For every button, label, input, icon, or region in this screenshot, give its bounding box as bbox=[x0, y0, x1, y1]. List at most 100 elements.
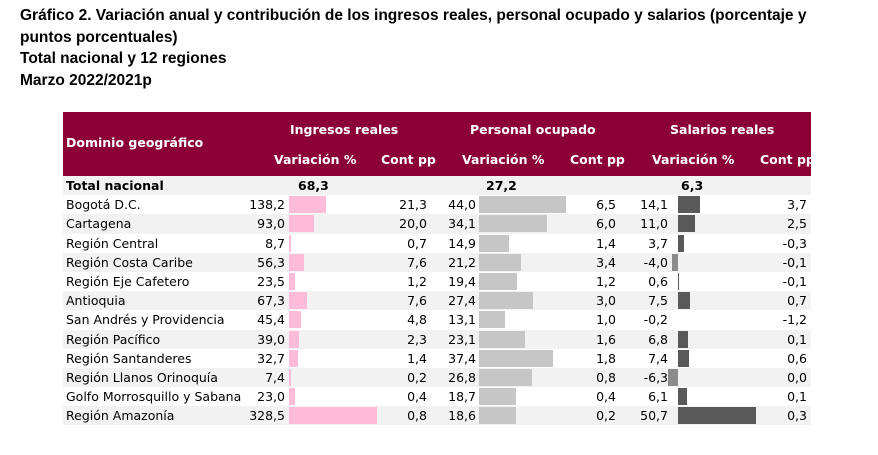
personal-bar bbox=[479, 215, 547, 233]
ingresos-variation: 32,7 bbox=[257, 350, 285, 366]
region-name: San Andrés y Providencia bbox=[66, 312, 225, 328]
header-salarios: Salarios reales bbox=[670, 122, 775, 137]
ingresos-contribution: 2,3 bbox=[407, 331, 427, 347]
ingresos-bar bbox=[289, 368, 291, 386]
ingresos-contribution: 0,8 bbox=[407, 408, 427, 424]
ingresos-variation: 138,2 bbox=[249, 197, 285, 213]
salarios-bar bbox=[678, 215, 695, 233]
table-row: Bogotá D.C. 138,2 21,3 44,0 6,5 14,1 3,7 bbox=[63, 195, 811, 214]
personal-contribution: 6,5 bbox=[596, 197, 616, 213]
region-name: Golfo Morrosquillo y Sabana bbox=[66, 389, 242, 405]
personal-variation: 34,1 bbox=[448, 216, 476, 232]
salarios-bar bbox=[671, 253, 678, 271]
salarios-bar bbox=[668, 368, 678, 386]
personal-contribution: 1,6 bbox=[596, 331, 616, 347]
table-row: Región Eje Cafetero 23,5 1,2 19,4 1,2 0,6 -0,1 bbox=[63, 272, 811, 291]
personal-variation: 13,1 bbox=[448, 312, 476, 328]
ingresos-bar bbox=[289, 349, 298, 367]
salarios-variation: -0,2 bbox=[643, 312, 668, 328]
personal-contribution: 1,4 bbox=[596, 235, 616, 251]
personal-contribution: 0,4 bbox=[596, 389, 616, 405]
personal-variation: 27,4 bbox=[448, 293, 476, 309]
ingresos-variation: 23,5 bbox=[257, 273, 285, 289]
region-name: Región Eje Cafetero bbox=[66, 273, 190, 289]
header-ingresos: Ingresos reales bbox=[290, 122, 399, 137]
salarios-contribution: -0,1 bbox=[782, 254, 807, 270]
salarios-contribution: -1,2 bbox=[782, 312, 807, 328]
ingresos-contribution: 0,4 bbox=[407, 389, 427, 405]
salarios-bar bbox=[678, 196, 700, 214]
total-row: Total nacional 68,3 27,2 6,3 bbox=[63, 176, 811, 196]
header-ing-var: Variación % bbox=[274, 152, 357, 167]
personal-variation: 14,9 bbox=[448, 235, 476, 251]
table-row: Región Llanos Orinoquía 7,4 0,2 26,8 0,8 -6,3… bbox=[63, 367, 811, 388]
ingresos-bar bbox=[289, 234, 292, 252]
personal-bar bbox=[479, 272, 518, 290]
salarios-contribution: -0,3 bbox=[782, 235, 807, 251]
title-line: Gráfico 2. Variación anual y contribució… bbox=[20, 7, 807, 24]
salarios-variation: 6,1 bbox=[648, 389, 668, 405]
header-domain: Dominio geográfico bbox=[66, 135, 204, 150]
table-row: San Andrés y Providencia 45,4 4,8 13,1 1,0 -0… bbox=[63, 310, 811, 329]
ingresos-contribution: 1,4 bbox=[407, 350, 427, 366]
ingresos-contribution: 20,0 bbox=[399, 216, 427, 232]
chart-title: Gráfico 2. Variación anual y contribució… bbox=[20, 5, 870, 91]
header-ing-cont: Cont pp bbox=[381, 152, 436, 167]
salarios-variation: 11,0 bbox=[640, 216, 668, 232]
personal-contribution: 3,4 bbox=[596, 254, 616, 270]
personal-variation: 44,0 bbox=[448, 197, 476, 213]
personal-bar bbox=[479, 407, 516, 425]
header-per-cont: Cont pp bbox=[570, 152, 625, 167]
total-name: Total nacional bbox=[66, 178, 164, 193]
total-salarios: 6,3 bbox=[681, 178, 704, 193]
table-header: Dominio geográfico Ingresos reales Perso… bbox=[63, 112, 811, 176]
personal-bar bbox=[479, 234, 509, 252]
personal-bar bbox=[479, 292, 534, 310]
personal-variation: 18,6 bbox=[448, 408, 476, 424]
salarios-contribution: 0,6 bbox=[787, 350, 807, 366]
title-line: puntos porcentuales) bbox=[20, 28, 178, 46]
salarios-variation: 14,1 bbox=[640, 197, 668, 213]
ingresos-bar bbox=[289, 272, 296, 290]
table-row: Región Costa Caribe 56,3 7,6 21,2 3,4 -4,0 -0,… bbox=[63, 252, 811, 272]
salarios-contribution: 0,7 bbox=[787, 293, 807, 309]
ingresos-contribution: 4,8 bbox=[407, 312, 427, 328]
personal-bar bbox=[479, 368, 533, 386]
ingresos-variation: 93,0 bbox=[257, 216, 285, 232]
total-personal: 27,2 bbox=[486, 178, 517, 193]
personal-contribution: 1,2 bbox=[596, 273, 616, 289]
salarios-variation: 7,4 bbox=[648, 350, 668, 366]
ingresos-variation: 23,0 bbox=[257, 389, 285, 405]
ingresos-bar bbox=[289, 388, 296, 406]
header-personal: Personal ocupado bbox=[470, 122, 596, 137]
salarios-contribution: 0,0 bbox=[787, 369, 807, 385]
subtitle-period: Marzo 2022/2021p bbox=[20, 71, 152, 89]
region-name: Bogotá D.C. bbox=[66, 197, 141, 213]
personal-variation: 18,7 bbox=[448, 389, 476, 405]
salarios-contribution: -0,1 bbox=[782, 273, 807, 289]
ingresos-contribution: 1,2 bbox=[407, 273, 427, 289]
ingresos-contribution: 7,6 bbox=[407, 293, 427, 309]
personal-contribution: 0,2 bbox=[596, 408, 616, 424]
ingresos-variation: 8,7 bbox=[265, 235, 285, 251]
table-row: Región Amazonía 328,5 0,8 18,6 0,2 50,7 0,3 bbox=[63, 406, 811, 426]
ingresos-variation: 39,0 bbox=[257, 331, 285, 347]
salarios-bar bbox=[678, 330, 689, 348]
salarios-variation: -6,3 bbox=[643, 369, 668, 385]
salarios-contribution: 0,1 bbox=[787, 331, 807, 347]
salarios-variation: 50,7 bbox=[640, 408, 668, 424]
salarios-bar bbox=[678, 292, 690, 310]
table-row: Golfo Morrosquillo y Sabana 23,0 0,4 18,7 0,… bbox=[63, 387, 811, 406]
ingresos-bar bbox=[289, 407, 378, 425]
ingresos-variation: 45,4 bbox=[257, 312, 285, 328]
ingresos-bar bbox=[289, 215, 314, 233]
personal-contribution: 3,0 bbox=[596, 293, 616, 309]
personal-variation: 37,4 bbox=[448, 350, 476, 366]
table-row: Región Santanderes 32,7 1,4 37,4 1,8 7,4 0,6 bbox=[63, 349, 811, 368]
ingresos-contribution: 0,7 bbox=[407, 235, 427, 251]
region-name: Región Central bbox=[66, 235, 159, 251]
subtitle-region: Total nacional y 12 regiones bbox=[20, 50, 227, 67]
personal-bar bbox=[479, 253, 521, 271]
personal-contribution: 0,8 bbox=[596, 369, 616, 385]
ingresos-bar bbox=[289, 196, 327, 214]
